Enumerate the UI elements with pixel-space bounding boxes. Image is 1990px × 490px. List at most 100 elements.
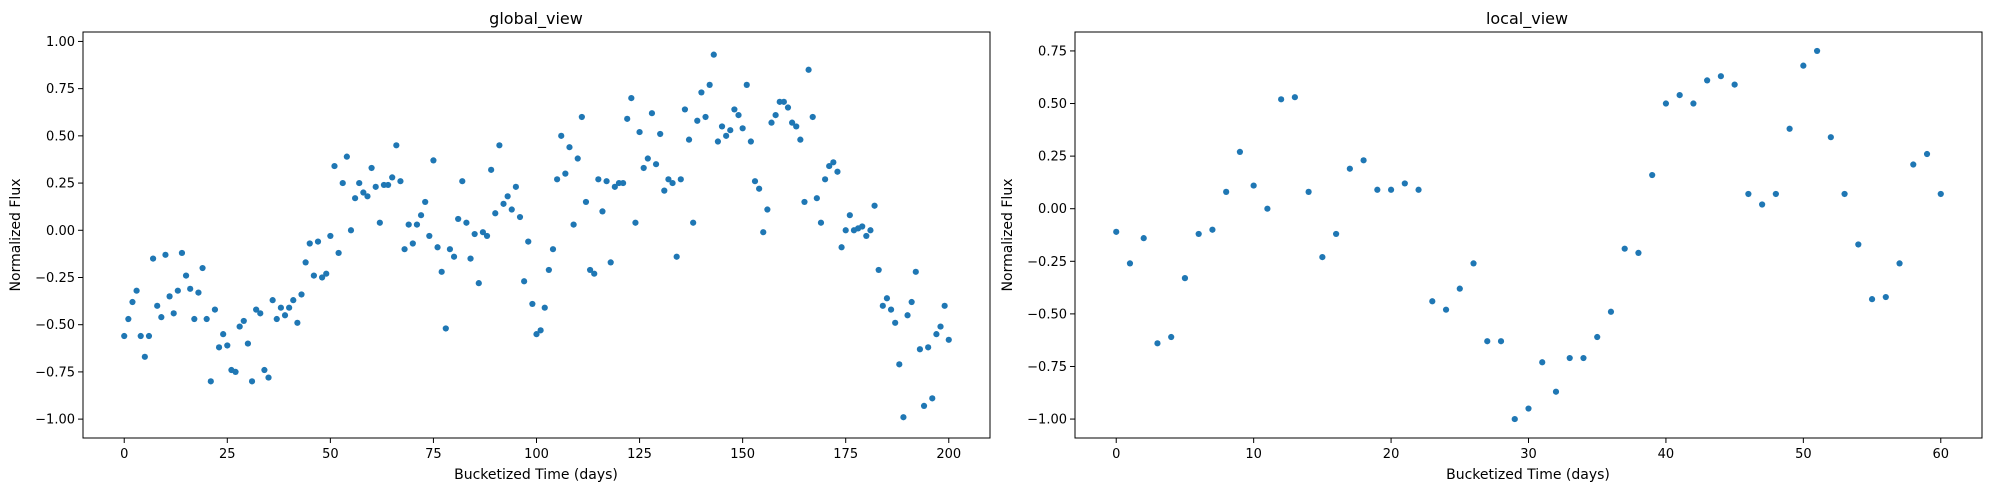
local-view-x-tick-label: 10 <box>1245 447 1262 462</box>
global-view-data-point <box>290 297 297 304</box>
global-view-data-point <box>500 200 507 207</box>
local-view-data-point <box>1676 92 1683 99</box>
global-view-data-point <box>302 259 309 266</box>
local-view-data-point <box>1470 260 1477 267</box>
global-view-data-point <box>859 223 866 230</box>
global-view-data-point <box>937 323 944 330</box>
global-view-data-point <box>483 232 491 240</box>
global-view-data-point <box>545 266 552 274</box>
global-view-data-point <box>644 155 651 162</box>
local-view-data-point <box>1278 96 1285 103</box>
local-view-plot-frame <box>1074 31 1983 439</box>
global-view-data-point <box>652 161 660 168</box>
local-view-data-point <box>1387 186 1395 193</box>
local-view-title: local_view <box>1486 9 1568 29</box>
global-view-data-point <box>145 332 153 340</box>
local-view-data-point <box>1841 190 1848 198</box>
global-view-data-point <box>368 164 375 172</box>
global-view-data-point <box>129 298 136 306</box>
global-view-x-tick-label: 0 <box>120 447 128 462</box>
local-view-data-point <box>1704 77 1711 84</box>
global-view-data-point <box>191 315 198 323</box>
local-view-data-point <box>1223 188 1230 195</box>
global-view-xlabel: Bucketized Time (days) <box>454 467 618 483</box>
local-view-x-ticks: 0 10 20 30 40 50 60 <box>1112 438 1949 462</box>
global-view-data-point <box>174 287 181 294</box>
local-view-data-point <box>1209 226 1216 233</box>
global-view-data-point <box>207 378 214 385</box>
global-view-data-point <box>603 178 610 185</box>
global-view-data-point <box>298 291 305 298</box>
global-view-y-tick-label: 1.00 <box>46 35 75 50</box>
global-view-data-point <box>269 297 276 304</box>
local-view-data-point <box>1855 241 1862 248</box>
global-view-data-point <box>912 268 919 275</box>
global-view-data-point <box>356 179 363 187</box>
global-view-data-point <box>331 162 338 170</box>
global-view-data-point <box>397 178 404 185</box>
local-view-data-point <box>1552 388 1560 395</box>
local-view-data-point <box>1360 157 1367 164</box>
global-view-data-point <box>521 278 528 285</box>
global-view-data-point <box>706 81 713 88</box>
local-view-data-point <box>1374 186 1381 193</box>
global-view-data-point <box>549 246 557 253</box>
global-view-data-point <box>756 185 763 192</box>
local-view-data-point <box>1662 100 1670 107</box>
global-view-x-ticks: 0 25 50 75 100 125 150 175 200 <box>120 438 961 462</box>
global-view-data-point <box>743 81 750 88</box>
global-view-data-point <box>253 306 260 313</box>
global-view-data-point <box>455 215 462 223</box>
global-view-data-point <box>286 304 293 311</box>
global-view-data-point <box>170 310 177 317</box>
global-view-data-point <box>801 198 808 206</box>
global-view-data-point <box>492 210 499 217</box>
global-view-data-point <box>417 212 425 219</box>
global-view-data-point <box>195 289 202 296</box>
global-view-data-point <box>310 272 317 279</box>
local-view-data-point <box>1484 338 1491 345</box>
local-view-y-tick-label: 0.75 <box>1038 44 1067 59</box>
global-view-data-point <box>813 195 820 202</box>
global-view-data-point <box>504 193 511 200</box>
local-view-x-tick-label: 0 <box>1112 447 1120 462</box>
global-view-data-point <box>875 266 882 274</box>
local-view-data-point <box>1731 81 1738 88</box>
local-view-y-tick-label: 0.00 <box>1038 202 1067 217</box>
global-view-data-point <box>607 259 614 266</box>
global-view-data-point <box>578 113 585 121</box>
local-view-data-point <box>1511 415 1518 423</box>
global-view-data-point <box>562 170 569 177</box>
global-view-data-point <box>236 323 243 330</box>
global-view-data-point <box>166 293 173 300</box>
global-view-panel: global_view −1.00 −0.75 −0.50 −0.25 0.00 0.25… <box>8 9 991 483</box>
global-view-y-ticks: −1.00 −0.75 −0.50 −0.25 0.00 0.25 0.50 0.75 1.00 <box>35 35 83 428</box>
local-view-data-point <box>1401 180 1408 187</box>
local-view-data-point <box>1525 405 1532 412</box>
global-view-data-point <box>541 304 548 311</box>
global-view-data-point <box>294 319 301 326</box>
global-view-data-point <box>908 298 915 306</box>
local-view-data-point <box>1580 354 1587 362</box>
global-view-data-point <box>904 312 911 319</box>
local-view-data-point <box>1745 190 1752 198</box>
global-view-data-point <box>685 136 693 143</box>
global-view-data-point <box>834 168 841 175</box>
global-view-data-point <box>751 178 759 185</box>
global-view-data-point <box>821 176 829 183</box>
global-view-data-point <box>335 249 342 257</box>
global-view-data-point <box>314 238 322 245</box>
global-view-data-point <box>570 221 577 228</box>
global-view-data-point <box>199 264 206 272</box>
global-view-data-point <box>554 176 561 183</box>
global-view-data-point <box>426 232 433 240</box>
global-view-data-point <box>718 123 726 130</box>
global-view-data-point <box>883 295 891 302</box>
global-view-data-point <box>154 302 161 309</box>
global-view-data-point <box>698 89 705 96</box>
global-view-data-point <box>277 304 284 311</box>
global-view-x-tick-label: 75 <box>425 447 442 462</box>
global-view-data-point <box>240 317 247 325</box>
global-view-data-point <box>896 361 903 368</box>
local-view-data-point <box>1346 165 1353 172</box>
